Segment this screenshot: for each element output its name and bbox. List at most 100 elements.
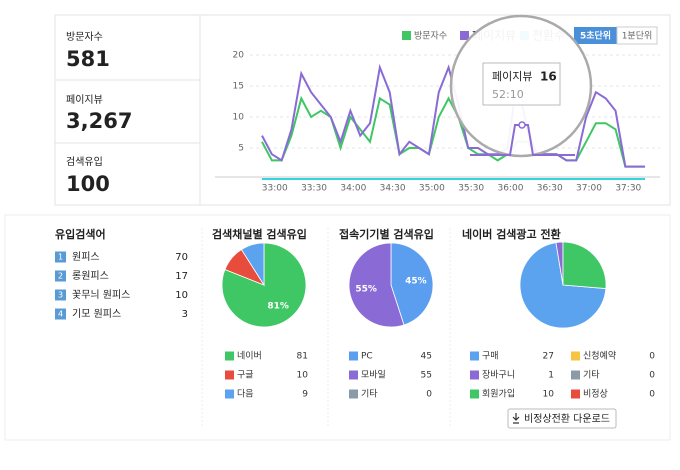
legend-value: 0 <box>649 352 655 362</box>
legend-value: 55 <box>421 371 432 381</box>
y-tick-label: 5 <box>238 144 244 154</box>
stat-value: 100 <box>66 172 110 196</box>
unit-button-label: 5초단위 <box>580 30 611 42</box>
legend-swatch <box>225 389 234 399</box>
stat-label: 방문자수 <box>66 31 103 43</box>
pie-slice <box>221 242 307 328</box>
pie-label: 45% <box>405 277 427 287</box>
legend-swatch <box>460 31 469 40</box>
legend-label: 구글 <box>237 370 254 381</box>
legend-swatch <box>349 351 358 361</box>
legend-swatch <box>571 351 580 361</box>
legend-value: 9 <box>302 390 308 400</box>
legend-label: 기타 <box>583 370 600 381</box>
rank: 3 <box>58 291 63 300</box>
legend-swatch <box>349 389 358 399</box>
legend-value: 0 <box>426 390 432 400</box>
legend-value: 10 <box>543 390 555 400</box>
legend-swatch <box>225 370 234 380</box>
keyword-count: 17 <box>175 271 188 282</box>
legend-value: 0 <box>649 371 655 381</box>
legend-label: 신청예약 <box>583 350 616 362</box>
legend-label: 장바구니 <box>482 370 515 381</box>
keyword-count: 10 <box>175 290 188 301</box>
legend-value: 27 <box>543 352 554 362</box>
legend-label: 방문자수 <box>414 31 447 42</box>
keyword-count: 3 <box>182 309 188 320</box>
stat-value: 581 <box>66 47 110 71</box>
legend-label: 구매 <box>482 351 499 362</box>
legend-label: 네이버 <box>237 351 262 362</box>
legend-value: 10 <box>297 371 309 381</box>
legend-value: 45 <box>421 352 432 362</box>
legend-label: 모바일 <box>361 370 386 381</box>
legend-swatch <box>225 351 234 361</box>
section-title: 검색채널별 검색유입 <box>212 227 307 241</box>
legend-label: 회원가입 <box>482 388 515 400</box>
stat-value: 3,267 <box>66 109 132 133</box>
keyword: 롱원피스 <box>72 270 109 282</box>
y-tick-label: 20 <box>233 51 245 61</box>
tooltip-value: 16 <box>540 70 557 84</box>
legend-swatch <box>470 351 479 361</box>
x-tick-label: 37:30 <box>615 184 641 194</box>
section-title: 접속기기별 검색유입 <box>339 227 434 241</box>
keyword: 기모 원피스 <box>72 308 121 320</box>
legend-swatch <box>349 370 358 380</box>
x-tick-label: 36:30 <box>537 184 563 194</box>
section-title: 유입검색어 <box>55 227 106 241</box>
pie-label: 55% <box>355 284 377 294</box>
x-tick-label: 36:00 <box>497 184 523 194</box>
tooltip-label: 페이지뷰 <box>492 70 532 83</box>
rank: 4 <box>58 310 63 319</box>
y-tick-label: 15 <box>233 82 244 92</box>
tooltip-time: 52:10 <box>492 88 524 101</box>
unit-button-label: 1분단위 <box>622 31 653 42</box>
x-tick-label: 33:30 <box>301 184 327 194</box>
x-tick-label: 34:00 <box>340 184 366 194</box>
legend-value: 1 <box>548 371 554 381</box>
legend-swatch <box>571 389 580 399</box>
pie-slice <box>348 242 405 328</box>
legend-swatch <box>571 370 580 380</box>
pie-slice <box>240 242 265 287</box>
pie-slice <box>390 242 434 326</box>
legend-label: 기타 <box>361 389 378 400</box>
legend-swatch <box>470 370 479 380</box>
legend-label: 다음 <box>237 389 254 400</box>
download-button[interactable] <box>507 408 617 429</box>
y-tick-label: 10 <box>233 113 245 123</box>
keyword: 꽃무늬 원피스 <box>72 289 130 301</box>
rank-badge <box>55 270 66 282</box>
pie-slice <box>562 241 607 289</box>
tooltip-box <box>482 62 561 106</box>
download-icon <box>512 413 520 424</box>
legend-swatch <box>402 31 411 40</box>
keyword-count: 70 <box>175 252 188 263</box>
stats-panel <box>54 14 201 206</box>
legend-value: 0 <box>649 390 655 400</box>
rank: 2 <box>58 272 63 281</box>
legend-label: 비정상 <box>583 389 608 400</box>
x-tick-label: 35:30 <box>458 184 484 194</box>
rank: 1 <box>58 253 63 262</box>
unit-button[interactable] <box>616 26 658 45</box>
stat-label: 페이지뷰 <box>66 94 103 106</box>
rank-badge <box>55 289 66 301</box>
x-tick-label: 37:00 <box>576 184 602 194</box>
unit-button[interactable] <box>574 27 617 44</box>
legend-swatch <box>470 389 479 399</box>
x-tick-label: 33:00 <box>262 184 288 194</box>
x-tick-label: 34:30 <box>380 184 406 194</box>
section-title: 네이버 검색광고 전환 <box>462 227 561 241</box>
x-tick-label: 35:00 <box>419 184 445 194</box>
rank-badge <box>55 251 66 263</box>
keyword: 원피스 <box>72 251 100 263</box>
stat-label: 검색유입 <box>66 155 103 168</box>
pie-label: 81% <box>267 301 289 311</box>
rank-badge <box>55 308 66 320</box>
tooltip-point <box>518 121 526 129</box>
download-label: 비정상전환 다운로드 <box>524 413 610 425</box>
